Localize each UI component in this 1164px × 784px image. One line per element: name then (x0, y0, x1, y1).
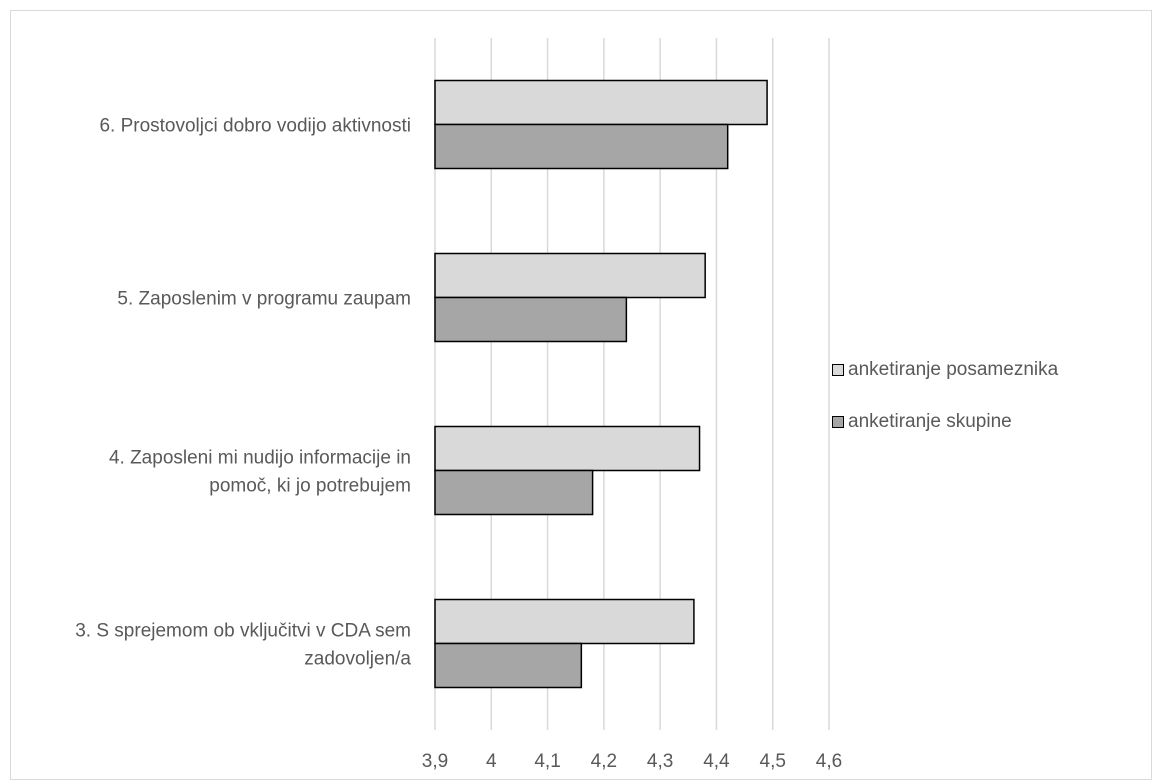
x-tick-label: 4,3 (647, 751, 673, 772)
x-tick-label: 4,6 (816, 751, 842, 772)
bar-skupine (434, 642, 583, 689)
category-label: 6. Prostovoljci dobro vodijo aktivnosti (99, 116, 411, 137)
x-tick-label: 4,2 (591, 751, 617, 772)
bar-posameznik (434, 598, 695, 645)
legend-item-posameznik: anketiranje posameznika (832, 358, 1058, 382)
bar-skupine (434, 123, 729, 170)
bars (434, 79, 768, 689)
legend-label-skupine: anketiranje skupine (848, 411, 1012, 432)
category-label: 4. Zaposleni mi nudijo informacije in pom… (109, 448, 411, 497)
x-tick-label: 4 (486, 751, 497, 772)
bar-posameznik (434, 425, 701, 472)
category-label: 3. S sprejemom ob vključitvi v CDA sem za… (75, 621, 411, 670)
legend: anketiranje posameznika anketiranje skup… (832, 358, 1058, 462)
bar-skupine (434, 296, 628, 343)
bar-posameznik (434, 79, 768, 126)
legend-item-skupine: anketiranje skupine (832, 410, 1058, 434)
bar-posameznik (434, 252, 706, 299)
x-tick-label: 4,5 (760, 751, 786, 772)
bar-skupine (434, 469, 594, 516)
x-tick-label: 3,9 (422, 751, 448, 772)
x-axis-ticks: 3,9 4 4,1 4,2 4,3 4,4 4,5 4,6 (422, 751, 842, 772)
x-tick-label: 4,1 (534, 751, 560, 772)
category-label: 5. Zaposlenim v programu zaupam (117, 289, 411, 310)
legend-swatch-skupine (832, 416, 844, 428)
legend-label-posameznik: anketiranje posameznika (848, 359, 1059, 380)
legend-swatch-posameznik (832, 364, 844, 376)
category-labels: 3. S sprejemom ob vključitvi v CDA sem za… (75, 116, 411, 670)
x-tick-label: 4,4 (703, 751, 730, 772)
